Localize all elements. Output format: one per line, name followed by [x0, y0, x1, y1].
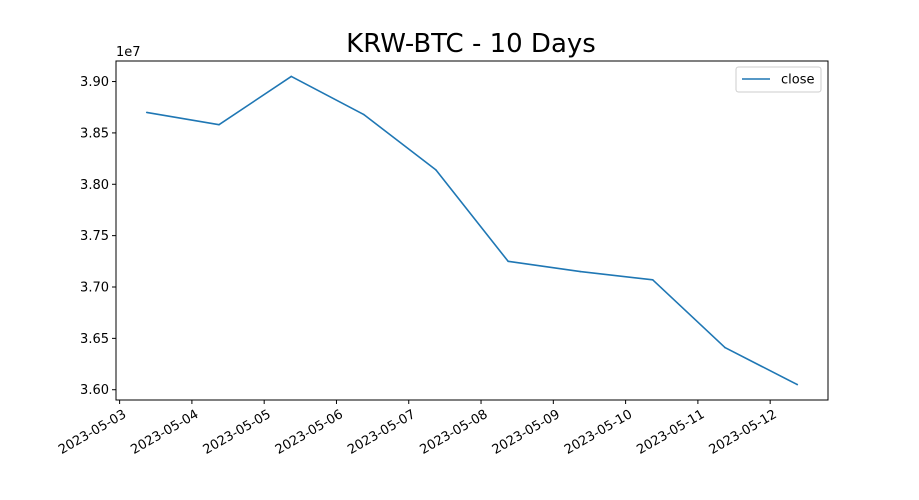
data-point — [796, 383, 799, 386]
y-tick-label: 3.85 — [80, 126, 109, 141]
data-point — [724, 346, 726, 349]
data-point — [507, 260, 509, 263]
y-tick-label: 3.90 — [80, 75, 109, 90]
data-point — [218, 123, 220, 126]
chart-title: KRW-BTC - 10 Days — [346, 29, 596, 59]
data-point — [651, 279, 654, 281]
y-tick-label: 3.65 — [80, 332, 109, 347]
data-point — [290, 75, 293, 78]
data-point — [362, 113, 365, 116]
series-line-close — [146, 75, 798, 386]
legend: close — [735, 66, 822, 93]
y-tick-label: 3.60 — [80, 383, 109, 398]
y-tick-label: 3.75 — [80, 229, 109, 244]
y-tick-label: 3.70 — [80, 281, 109, 296]
legend-label: close — [781, 73, 814, 88]
data-point — [579, 270, 582, 273]
data-point — [145, 111, 148, 114]
data-point — [435, 169, 437, 171]
legend-box — [735, 66, 822, 93]
y-axis-offset-label: 1e7 — [116, 45, 141, 60]
y-tick-label: 3.80 — [80, 178, 109, 193]
plot-frame — [115, 60, 829, 401]
